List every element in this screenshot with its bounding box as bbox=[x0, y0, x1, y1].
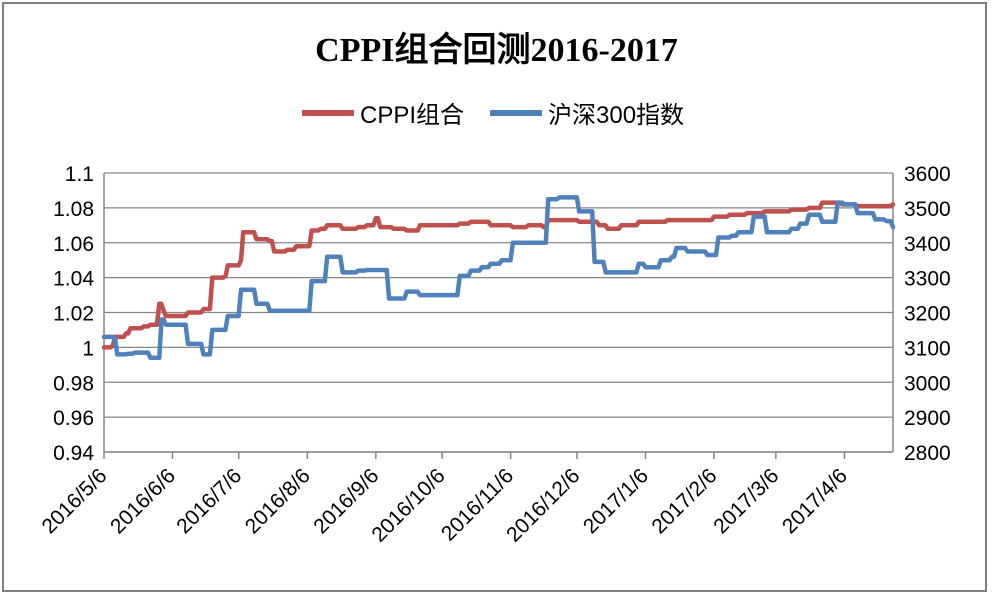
left-y-tick-label: 0.96 bbox=[53, 407, 94, 430]
left-y-tick-label: 1.04 bbox=[53, 268, 94, 291]
x-tick-label: 2016/10/6 bbox=[367, 464, 449, 546]
left-y-tick-label: 0.94 bbox=[53, 442, 94, 465]
x-tick-label: 2017/4/6 bbox=[778, 464, 852, 538]
right-y-tick-label: 3500 bbox=[904, 198, 951, 221]
right-y-tick-label: 2800 bbox=[904, 442, 951, 465]
right-y-tick-label: 2900 bbox=[904, 407, 951, 430]
x-tick-labels: 2016/5/62016/6/62016/7/62016/8/62016/9/6… bbox=[37, 464, 851, 546]
right-y-tick-label: 3600 bbox=[904, 163, 951, 186]
right-y-tick-labels: 2800 2900 3000 3100 3200 3300 3400 3500 3600 bbox=[904, 163, 951, 465]
right-y-tick-label: 3100 bbox=[904, 337, 951, 360]
grid-lines bbox=[104, 173, 893, 452]
x-tick-label: 2016/8/6 bbox=[241, 464, 315, 538]
x-tick-label: 2017/3/6 bbox=[709, 464, 783, 538]
right-y-tick-label: 3300 bbox=[904, 268, 951, 291]
series-line-cppi bbox=[104, 203, 893, 348]
right-y-tick-label: 3000 bbox=[904, 372, 951, 395]
right-y-tick-label: 3400 bbox=[904, 233, 951, 256]
x-tick-label: 2016/7/6 bbox=[172, 464, 246, 538]
x-tick-label: 2016/5/6 bbox=[37, 464, 111, 538]
right-y-tick-label: 3200 bbox=[904, 303, 951, 326]
x-tick-label: 2017/2/6 bbox=[647, 464, 721, 538]
left-y-tick-labels: 0.94 0.96 0.98 1 1.02 1.04 1.06 1.08 1.1 bbox=[53, 163, 94, 465]
x-tick-label: 2017/1/6 bbox=[579, 464, 653, 538]
left-y-tick-label: 1.08 bbox=[53, 198, 94, 221]
left-y-tick-label: 1.06 bbox=[53, 233, 94, 256]
left-y-tick-label: 1 bbox=[82, 337, 94, 360]
x-tick-label: 2016/12/6 bbox=[502, 464, 584, 546]
left-y-tick-label: 0.98 bbox=[53, 372, 94, 395]
left-y-tick-label: 1.02 bbox=[53, 303, 94, 326]
axes bbox=[104, 173, 893, 459]
x-tick-label: 2016/6/6 bbox=[106, 464, 180, 538]
left-y-tick-label: 1.1 bbox=[65, 163, 94, 186]
